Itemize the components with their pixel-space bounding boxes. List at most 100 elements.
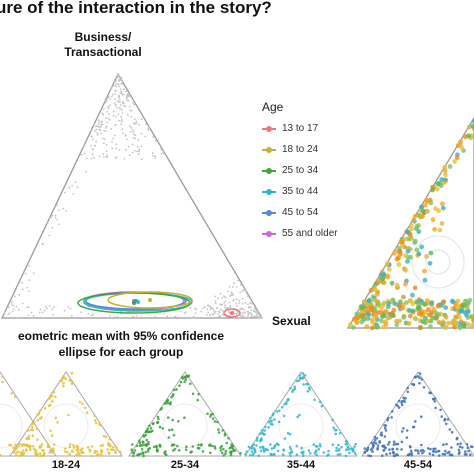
data-point [113, 316, 116, 319]
data-point [204, 306, 206, 308]
data-point [135, 122, 138, 125]
data-point [269, 416, 272, 420]
data-point [247, 313, 250, 316]
data-point [396, 262, 402, 267]
data-point [422, 315, 428, 321]
data-point [56, 204, 58, 207]
data-point [114, 451, 117, 455]
data-point [107, 452, 111, 455]
data-point [49, 449, 52, 452]
data-point [145, 429, 148, 433]
data-point [435, 303, 441, 309]
data-point [109, 104, 111, 107]
data-point [373, 287, 378, 293]
data-point [443, 453, 447, 456]
data-point [15, 305, 18, 308]
data-point [113, 102, 116, 105]
data-point [301, 372, 305, 375]
data-point [152, 445, 156, 449]
data-point [94, 145, 96, 147]
data-point [238, 317, 240, 319]
data-point [90, 129, 93, 132]
data-point [255, 308, 257, 311]
grid-circle [278, 403, 324, 449]
data-point [404, 300, 409, 305]
data-point [12, 446, 15, 450]
data-point [120, 115, 122, 118]
data-point [252, 452, 255, 455]
data-point [361, 317, 367, 322]
data-point [108, 113, 110, 116]
data-point [391, 410, 394, 413]
data-point [35, 427, 39, 430]
data-point [240, 316, 243, 318]
data-point [335, 428, 338, 432]
data-point [81, 402, 84, 406]
data-point [458, 451, 461, 454]
data-point [107, 441, 110, 445]
data-point [338, 432, 342, 435]
data-point [115, 143, 118, 146]
data-point [400, 401, 403, 405]
data-point [275, 410, 279, 413]
data-point [206, 412, 209, 416]
data-point [102, 153, 104, 156]
data-point [189, 382, 192, 386]
data-point [57, 223, 60, 226]
data-point [119, 104, 122, 106]
data-point [247, 306, 250, 309]
ternary-outline [0, 371, 57, 457]
data-point [250, 306, 253, 309]
data-point [172, 433, 176, 437]
data-point [131, 443, 134, 446]
data-point [104, 435, 108, 439]
data-point [114, 89, 116, 92]
data-point [287, 397, 290, 401]
data-point [217, 431, 221, 434]
data-point [102, 113, 105, 116]
data-point [220, 444, 223, 448]
data-point [98, 422, 101, 425]
data-point [125, 138, 128, 141]
data-point [433, 397, 437, 400]
data-point [371, 445, 375, 448]
data-point [126, 99, 128, 101]
data-point [354, 442, 358, 446]
data-point [185, 311, 187, 313]
data-point [98, 128, 101, 131]
data-point [96, 134, 99, 136]
data-point [319, 445, 322, 448]
data-point [370, 441, 374, 445]
data-point [381, 280, 387, 286]
mean-point [132, 301, 136, 305]
data-point [282, 414, 286, 418]
data-point [261, 431, 264, 435]
data-point [118, 95, 121, 98]
legend-item: 55 and older [262, 223, 338, 244]
data-point [308, 386, 311, 390]
data-point [403, 267, 409, 273]
data-point [52, 447, 55, 450]
data-point [132, 131, 135, 133]
data-point [39, 308, 42, 311]
data-point [76, 186, 79, 189]
data-point [125, 90, 128, 93]
data-point [115, 147, 118, 150]
data-point [298, 374, 302, 377]
data-point [47, 445, 50, 449]
data-point [259, 446, 262, 449]
data-point [114, 104, 117, 107]
data-point [378, 441, 381, 444]
data-point [237, 279, 239, 282]
data-point [156, 415, 160, 419]
data-point [445, 442, 448, 446]
data-point [239, 308, 242, 311]
data-point [416, 251, 422, 257]
data-point [38, 311, 41, 314]
data-point [384, 429, 388, 432]
data-point [471, 317, 474, 323]
data-point [83, 152, 86, 155]
data-point [424, 197, 430, 203]
data-point [178, 384, 181, 388]
